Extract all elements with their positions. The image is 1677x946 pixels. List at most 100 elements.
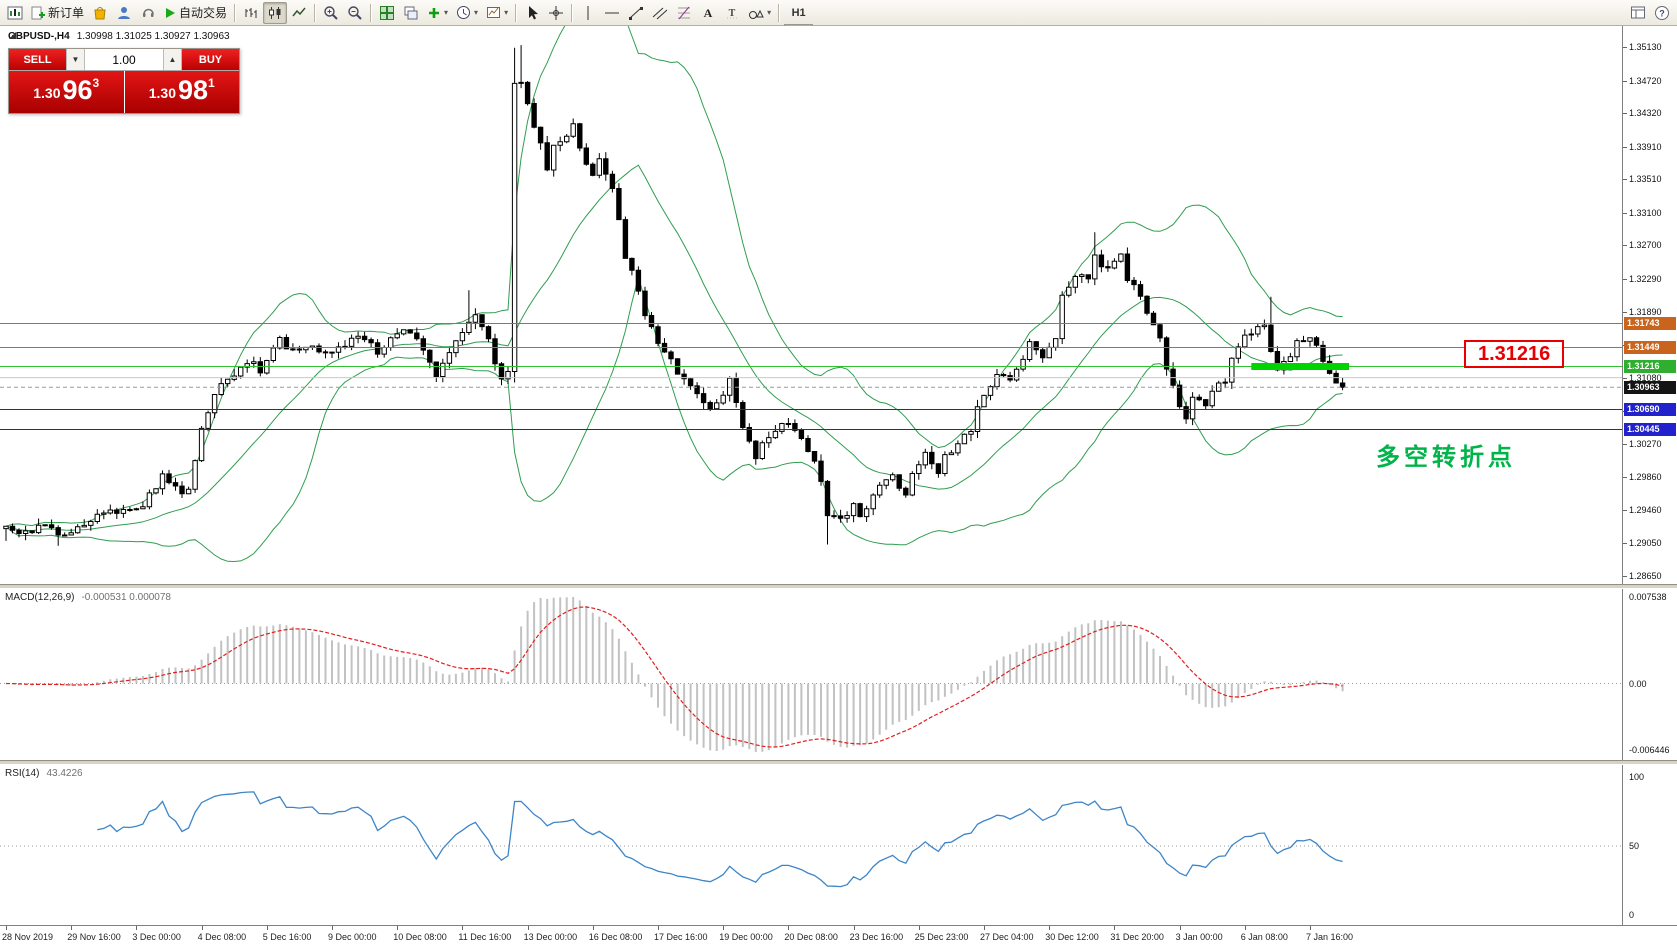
- toolbar-separator: [370, 3, 373, 22]
- line-chart-button[interactable]: [287, 2, 311, 24]
- time-axis-label: 27 Dec 04:00: [980, 932, 1034, 942]
- rsi-canvas[interactable]: [0, 765, 1622, 925]
- buy-button[interactable]: BUY: [182, 49, 239, 70]
- timeframe-button-h1[interactable]: H1: [791, 6, 806, 19]
- dropdown-arrow-icon: ▾: [444, 8, 449, 17]
- cascade-windows-button[interactable]: [399, 2, 423, 24]
- cursor-button[interactable]: [520, 2, 544, 24]
- panel-separator[interactable]: [0, 584, 1677, 589]
- autotrade-button[interactable]: 自动交易: [160, 2, 231, 24]
- profile-button[interactable]: [112, 2, 136, 24]
- price-axis-tick: 1.34720: [1629, 75, 1662, 86]
- market-button[interactable]: [88, 2, 112, 24]
- price-axis-tick-mark: [1623, 311, 1627, 313]
- dropdown-arrow-icon: ▾: [474, 8, 479, 17]
- candlestick-chart-button[interactable]: [263, 1, 288, 24]
- bars-chart-button[interactable]: [239, 2, 263, 24]
- macd-axis-max: 0.007538: [1629, 592, 1667, 602]
- sell-button[interactable]: SELL: [9, 49, 66, 70]
- time-axis-tick-mark: [1310, 926, 1311, 930]
- toolbar-separator: [314, 3, 317, 22]
- tile-windows-button[interactable]: [375, 2, 399, 24]
- crosshair-icon: [549, 5, 564, 20]
- label-button[interactable]: T: [720, 2, 744, 24]
- text-button[interactable]: A: [696, 2, 720, 24]
- macd-axis-zero: 0.00: [1629, 678, 1647, 689]
- shapes-button[interactable]: ▾: [744, 2, 775, 24]
- price-axis-tick: 1.29050: [1629, 538, 1662, 549]
- market-bag-icon: [94, 6, 106, 19]
- zoom-out-button[interactable]: [343, 2, 367, 24]
- price-axis-tick-mark: [1623, 278, 1627, 280]
- macd-values: -0.000531 0.000078: [81, 592, 171, 603]
- cascade-windows-icon: [404, 6, 418, 19]
- buy-price-display[interactable]: 1.30 98 1: [124, 71, 239, 113]
- vertical-line-button[interactable]: [576, 2, 600, 24]
- rsi-label: RSI(14) 43.4226: [5, 768, 83, 779]
- price-axis-tick: 1.30270: [1629, 438, 1662, 449]
- fibonacci-button[interactable]: [672, 2, 696, 24]
- channel-button[interactable]: [648, 2, 672, 24]
- new-chart-button[interactable]: [3, 2, 27, 24]
- periods-button[interactable]: ▾: [452, 2, 482, 24]
- time-axis-tick-mark: [1114, 926, 1116, 930]
- trendline-button[interactable]: [624, 2, 648, 24]
- zoom-in-button[interactable]: [319, 2, 343, 24]
- price-axis-tick-mark: [1623, 509, 1627, 511]
- turning-point-annotation: 多空转折点: [1376, 443, 1516, 471]
- autotrade-play-icon: [166, 7, 176, 18]
- price-axis-tick-mark: [1623, 576, 1627, 577]
- macd-canvas[interactable]: [0, 589, 1622, 760]
- rsi-axis-tick: 50: [1629, 841, 1640, 851]
- time-axis-tick-mark: [853, 926, 855, 930]
- time-axis-label: 9 Dec 00:00: [328, 932, 377, 942]
- panel-separator[interactable]: [0, 760, 1677, 765]
- rsi-axis-tick: 100: [1629, 772, 1645, 782]
- text-icon: A: [704, 6, 713, 20]
- toolbar-separator: [515, 3, 518, 22]
- price-callout-label: 1.31216: [1464, 339, 1565, 368]
- rsi-axis: 100 50 0: [1622, 765, 1677, 925]
- toolbar-options-button[interactable]: [1626, 2, 1650, 24]
- crosshair-button[interactable]: [544, 2, 568, 24]
- rsi-value: 43.4226: [46, 768, 83, 779]
- new-order-button[interactable]: 新订单: [27, 2, 88, 24]
- buy-price-base: 1.30: [148, 85, 176, 101]
- sell-price-fraction: 3: [92, 76, 100, 90]
- candlestick-chart-icon: [269, 6, 281, 19]
- price-axis-tick: 1.29460: [1629, 504, 1662, 515]
- bars-chart-icon: [245, 7, 257, 18]
- price-axis-tick: 1.34320: [1629, 108, 1662, 119]
- indicators-plus-icon: [429, 7, 440, 18]
- sell-price-display[interactable]: 1.30 96 3: [9, 71, 125, 113]
- new-order-icon: [31, 6, 45, 19]
- time-axis-label: 6 Jan 08:00: [1240, 932, 1288, 942]
- time-axis-label: 17 Dec 16:00: [654, 932, 708, 942]
- new-order-label: 新订单: [48, 6, 85, 20]
- price-axis-tick-mark: [1623, 212, 1627, 214]
- price-axis-tick: 1.35130: [1629, 42, 1662, 52]
- zoom-out-icon: [348, 5, 362, 20]
- price-axis-tick-mark: [1623, 47, 1627, 48]
- headset-icon: [143, 8, 154, 17]
- templates-button[interactable]: ▾: [482, 2, 512, 24]
- support-button[interactable]: [136, 2, 160, 24]
- new-chart-icon: [7, 6, 23, 19]
- volume-input[interactable]: 1.00: [85, 49, 163, 70]
- tile-windows-icon: [380, 5, 395, 20]
- horizontal-line-button[interactable]: [600, 2, 624, 24]
- indicators-button[interactable]: ▾: [423, 2, 452, 24]
- time-axis-tick-mark: [592, 926, 594, 930]
- rsi-title: RSI(14): [5, 768, 40, 779]
- one-click-toggle-icon[interactable]: [8, 31, 17, 40]
- price-axis-tick: 1.31890: [1629, 306, 1662, 317]
- price-chart-canvas[interactable]: [0, 26, 1622, 584]
- price-axis-tick: 1.28650: [1629, 571, 1662, 581]
- price-axis-tick-mark: [1623, 543, 1627, 545]
- help-icon: ?: [1655, 5, 1669, 20]
- volume-increase-button[interactable]: ▲: [163, 49, 182, 70]
- buy-price-pips: 98: [178, 75, 209, 105]
- help-button[interactable]: ?: [1650, 2, 1674, 24]
- volume-decrease-button[interactable]: ▼: [66, 49, 85, 70]
